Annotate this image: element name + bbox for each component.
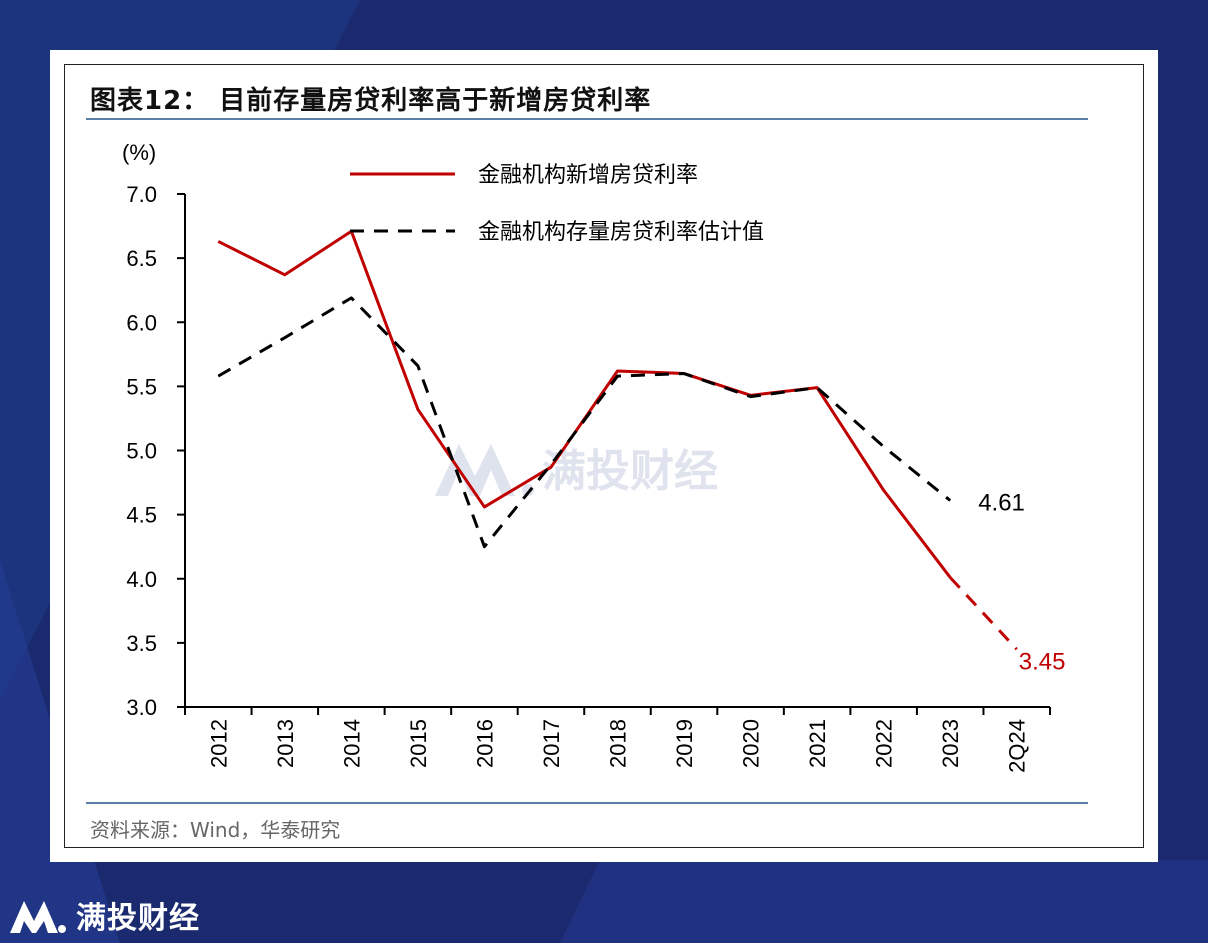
end-value-label: 4.61 bbox=[978, 490, 1025, 517]
x-tick-label: 2015 bbox=[406, 719, 431, 768]
watermark: 满投财经 bbox=[435, 444, 718, 497]
x-tick-label: 2013 bbox=[273, 719, 298, 768]
watermark-logo-icon bbox=[435, 444, 515, 496]
x-tick-label: 2014 bbox=[339, 719, 364, 768]
y-tick-label: 4.0 bbox=[126, 567, 157, 592]
brand-logo-icon bbox=[10, 901, 66, 933]
data-labels: 3.45 4.61 bbox=[978, 490, 1065, 676]
x-tick-label: 2016 bbox=[472, 719, 497, 768]
x-tick-label: 2Q24 bbox=[1005, 719, 1030, 773]
legend-label: 金融机构存量房贷利率估计值 bbox=[478, 220, 764, 245]
end-value-label: 3.45 bbox=[1019, 648, 1066, 675]
legend-label: 金融机构新增房贷利率 bbox=[478, 163, 698, 188]
y-tick-label: 4.5 bbox=[126, 503, 157, 528]
y-tick-label: 6.0 bbox=[126, 310, 157, 335]
watermark-text: 满投财经 bbox=[542, 446, 718, 497]
title-rule bbox=[86, 118, 1088, 120]
brand-footer: 满投财经 bbox=[8, 892, 200, 938]
source-rule bbox=[86, 802, 1088, 804]
y-tick-label: 7.0 bbox=[126, 182, 157, 207]
figure-frame bbox=[64, 64, 1144, 848]
x-tick-label: 2021 bbox=[805, 719, 830, 768]
axes: 3.0 3.5 4.0 4.5 5.0 5.5 6.0 6.5 7.0 (%) 2012 2013 20… bbox=[122, 140, 1051, 773]
series-line-1 bbox=[217, 229, 952, 579]
y-tick-label: 5.0 bbox=[126, 439, 157, 464]
y-tick-label: 3.0 bbox=[126, 695, 157, 720]
series-line-1-projection bbox=[949, 576, 1018, 651]
y-tick-label: 5.5 bbox=[126, 374, 157, 399]
x-tick-label: 2012 bbox=[206, 719, 231, 768]
y-axis-unit: (%) bbox=[122, 140, 156, 165]
y-tick-label: 3.5 bbox=[126, 631, 157, 656]
source-note: 资料来源：Wind，华泰研究 bbox=[90, 818, 341, 842]
series-lines bbox=[217, 229, 1018, 651]
figure-card: 图表12： 目前存量房贷利率高于新增房贷利率 资料来源：Wind，华泰研究 满投… bbox=[50, 50, 1158, 862]
figure-title: 图表12： 目前存量房贷利率高于新增房贷利率 bbox=[90, 86, 652, 116]
x-tick-label: 2017 bbox=[539, 719, 564, 768]
x-tick-label: 2020 bbox=[739, 719, 764, 768]
line-chart: 满投财经 3.0 3.5 4.0 4.5 5.0 5.5 6.0 6.5 7.0 (%) 2012 2… bbox=[122, 140, 1065, 773]
x-tick-label: 2019 bbox=[672, 719, 697, 768]
brand-name: 满投财经 bbox=[76, 901, 200, 936]
series-line-2 bbox=[217, 296, 952, 549]
x-tick-label: 2023 bbox=[938, 719, 963, 768]
y-tick-label: 6.5 bbox=[126, 246, 157, 271]
x-tick-label: 2022 bbox=[872, 719, 897, 768]
x-tick-label: 2018 bbox=[606, 719, 631, 768]
